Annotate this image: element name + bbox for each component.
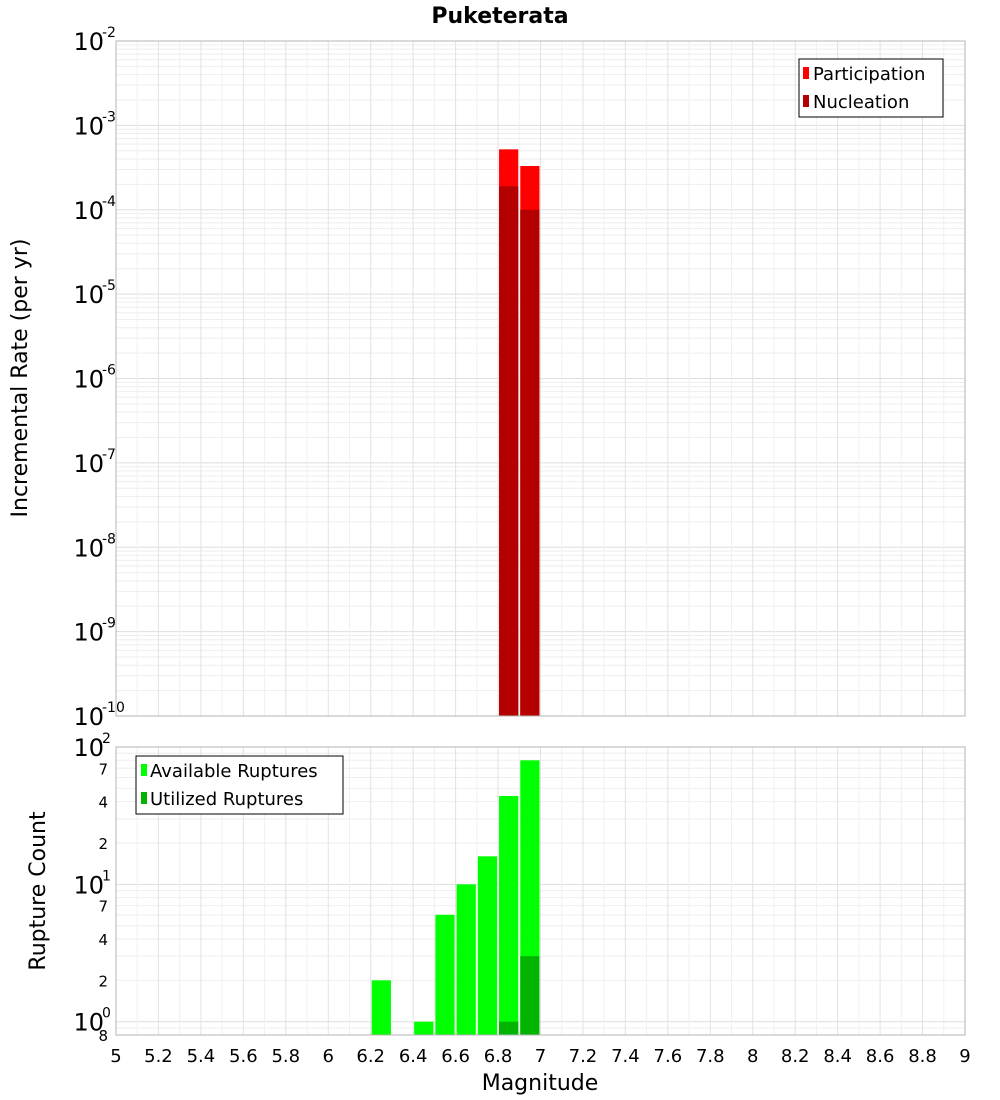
count-y-tick-exponent: 0 — [102, 1006, 111, 1022]
rate-y-tick-label: 10 — [73, 534, 104, 562]
nucleation-bar: Nucleation M6.95: 0.0001 — [520, 209, 540, 716]
rate-y-tick-exponent: -10 — [102, 700, 125, 716]
available-ruptures-bar: Available Ruptures M6.55: 6 — [435, 914, 455, 1035]
rate-y-tick-exponent: -2 — [102, 25, 116, 41]
rate-y-tick-exponent: -7 — [102, 447, 116, 463]
x-tick-label: 5 — [110, 1046, 121, 1067]
count-y-tick-label: 10 — [73, 734, 104, 762]
rate-legend: Participation Nucleation — [798, 58, 944, 118]
count-y-minor-tick-label: 7 — [98, 898, 108, 916]
count-bars: Available Ruptures M6.25: 2 Available Rup… — [371, 760, 540, 1035]
count-plot-border — [115, 746, 966, 1036]
x-axis-label: Magnitude — [482, 1071, 599, 1096]
utilized-ruptures-legend-swatch — [141, 792, 147, 804]
count-y-axis-label: Rupture Count — [26, 811, 51, 971]
x-tick-label: 7.8 — [696, 1046, 725, 1067]
available-ruptures-bar: Available Ruptures M6.85: 44 — [499, 795, 519, 1035]
rate-y-tick-label: 10 — [73, 366, 104, 394]
count-y-minor-tick-label: 8 — [98, 1027, 108, 1045]
count-y-tick-label: 10 — [73, 1009, 104, 1037]
rate-legend-box — [798, 58, 944, 118]
rate-y-tick-exponent: -3 — [102, 109, 116, 125]
x-tick-label: 8.2 — [781, 1046, 810, 1067]
nucleation-legend-swatch — [803, 95, 809, 107]
x-tick-label: 5.6 — [229, 1046, 258, 1067]
count-y-tick-exponent: 2 — [102, 731, 111, 747]
rate-y-tick-label: 10 — [73, 450, 104, 478]
x-tick-label: 7.4 — [611, 1046, 640, 1067]
x-tick-label: 5.8 — [271, 1046, 300, 1067]
rate-y-axis-label: Incremental Rate (per yr) — [8, 239, 33, 518]
x-tick-label: 6.6 — [441, 1046, 470, 1067]
count-y-minor-tick-label: 7 — [98, 760, 108, 778]
available-ruptures-legend-swatch — [141, 764, 147, 776]
chart-title: Puketerata — [431, 4, 568, 29]
x-tick-label: 6.2 — [356, 1046, 385, 1067]
available-ruptures-bar: Available Ruptures M6.65: 10 — [456, 884, 476, 1035]
count-y-tick-label: 10 — [73, 871, 104, 899]
available-ruptures-bar: Available Ruptures M6.45: 1 — [414, 1021, 434, 1035]
rate-bars: Participation M6.85: 0.00052Participatio… — [499, 149, 540, 717]
x-tick-label: 7.2 — [569, 1046, 598, 1067]
x-tick-label: 8.6 — [866, 1046, 895, 1067]
rate-y-tick-exponent: -8 — [102, 531, 116, 547]
rate-y-tick-label: 10 — [73, 28, 104, 56]
count-y-minor-tick-label: 4 — [98, 794, 108, 812]
x-tick-label: 5.2 — [144, 1046, 173, 1067]
rate-y-tick-label: 10 — [73, 197, 104, 225]
count-y-tick-exponent: 1 — [102, 868, 111, 884]
rate-y-tick-exponent: -5 — [102, 278, 116, 294]
count-panel: Available Ruptures M6.25: 2 Available Rup… — [26, 731, 966, 1045]
x-tick-label: 6 — [323, 1046, 334, 1067]
x-tick-label: 6.8 — [484, 1046, 513, 1067]
x-tick-label: 7 — [535, 1046, 546, 1067]
rate-y-tick-exponent: -9 — [102, 616, 116, 632]
available-ruptures-bar: Available Ruptures M6.25: 2 — [371, 980, 391, 1035]
utilized-ruptures-legend-label: Utilized Ruptures — [150, 789, 303, 810]
x-tick-label: 8.8 — [908, 1046, 937, 1067]
nucleation-legend-label: Nucleation — [813, 92, 909, 113]
rate-y-tick-label: 10 — [73, 281, 104, 309]
utilized-ruptures-bar: Utilized Ruptures M6.95: 3 — [520, 956, 540, 1035]
nucleation-bar: Nucleation M6.85: 0.00019 — [499, 186, 519, 716]
x-tick-label: 6.4 — [399, 1046, 428, 1067]
participation-legend-label: Participation — [813, 64, 925, 85]
count-y-minor-tick-label: 2 — [98, 972, 108, 990]
rate-panel: Participation M6.85: 0.00052Participatio… — [8, 25, 966, 731]
x-axis-ticks: 5 5.2 5.4 5.6 5.8 6 6.2 6.4 6.6 6.8 7 7.2 7.4 7.6 7.8 8… — [110, 1046, 970, 1067]
x-tick-label: 8 — [747, 1046, 758, 1067]
rate-y-tick-exponent: -6 — [102, 363, 116, 379]
x-tick-label: 7.6 — [654, 1046, 683, 1067]
count-legend: Available Ruptures Utilized Ruptures — [135, 755, 344, 815]
participation-legend-swatch — [803, 67, 809, 79]
x-tick-label: 9 — [959, 1046, 970, 1067]
x-tick-label: 5.4 — [187, 1046, 216, 1067]
available-ruptures-legend-label: Available Ruptures — [150, 761, 318, 782]
rate-y-tick-exponent: -4 — [102, 194, 116, 210]
available-ruptures-bar: Available Ruptures M6.75: 16 — [477, 856, 498, 1035]
utilized-ruptures-bar: Utilized Ruptures M6.85: 1 — [499, 1021, 519, 1035]
rate-grid — [115, 41, 966, 717]
count-y-minor-tick-label: 4 — [98, 931, 108, 949]
rate-plot-border — [115, 40, 966, 717]
rate-y-tick-label: 10 — [73, 703, 104, 731]
count-y-minor-tick-label: 2 — [98, 835, 108, 853]
x-tick-label: 8.4 — [823, 1046, 852, 1067]
rate-y-tick-label: 10 — [73, 619, 104, 647]
rate-y-tick-label: 10 — [73, 112, 104, 140]
count-legend-box — [135, 755, 344, 815]
